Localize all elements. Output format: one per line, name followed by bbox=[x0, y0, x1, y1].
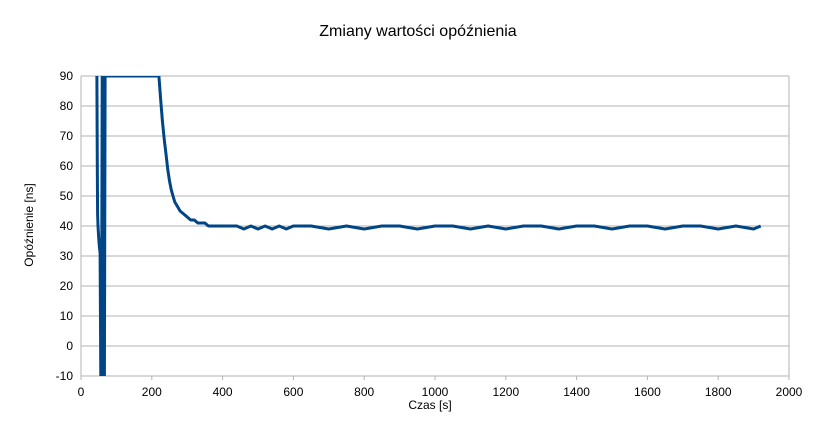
y-tick-label: 20 bbox=[60, 279, 74, 293]
x-tick-label: 1000 bbox=[422, 385, 449, 399]
series-line bbox=[95, 76, 762, 376]
y-tick-label: 30 bbox=[60, 249, 74, 263]
x-tick-label: 0 bbox=[78, 385, 85, 399]
y-tick-label: 50 bbox=[60, 189, 74, 203]
x-tick-label: 200 bbox=[142, 385, 162, 399]
x-tick-label: 1200 bbox=[492, 385, 519, 399]
series-group bbox=[95, 76, 762, 376]
x-tick-label: 400 bbox=[213, 385, 233, 399]
x-tick-label: 2000 bbox=[776, 385, 803, 399]
chart-title: Zmiany wartości opóźnienia bbox=[319, 23, 517, 40]
y-tick-label: -10 bbox=[56, 369, 74, 383]
y-tick-label: 60 bbox=[60, 159, 74, 173]
y-tick-label: 40 bbox=[60, 219, 74, 233]
y-tick-label: 10 bbox=[60, 309, 74, 323]
y-tick-label: 70 bbox=[60, 129, 74, 143]
x-tick-label: 600 bbox=[283, 385, 303, 399]
y-tick-label: 90 bbox=[60, 69, 74, 83]
x-tick-label: 1400 bbox=[563, 385, 590, 399]
x-tick-label: 1800 bbox=[705, 385, 732, 399]
y-tick-label: 0 bbox=[66, 339, 73, 353]
x-axis-title: Czas [s] bbox=[408, 398, 451, 412]
y-axis-title: Opóźnienie [ns] bbox=[22, 183, 36, 266]
y-tick-label: 80 bbox=[60, 99, 74, 113]
x-tick-label: 800 bbox=[354, 385, 374, 399]
y-axis: -10 0 10 20 30 40 50 60 70 80 90 bbox=[56, 69, 74, 383]
x-tick-label: 1600 bbox=[634, 385, 661, 399]
x-axis: 0 200 400 600 800 1000 1200 1400 1600 1800 2000 bbox=[78, 376, 803, 399]
